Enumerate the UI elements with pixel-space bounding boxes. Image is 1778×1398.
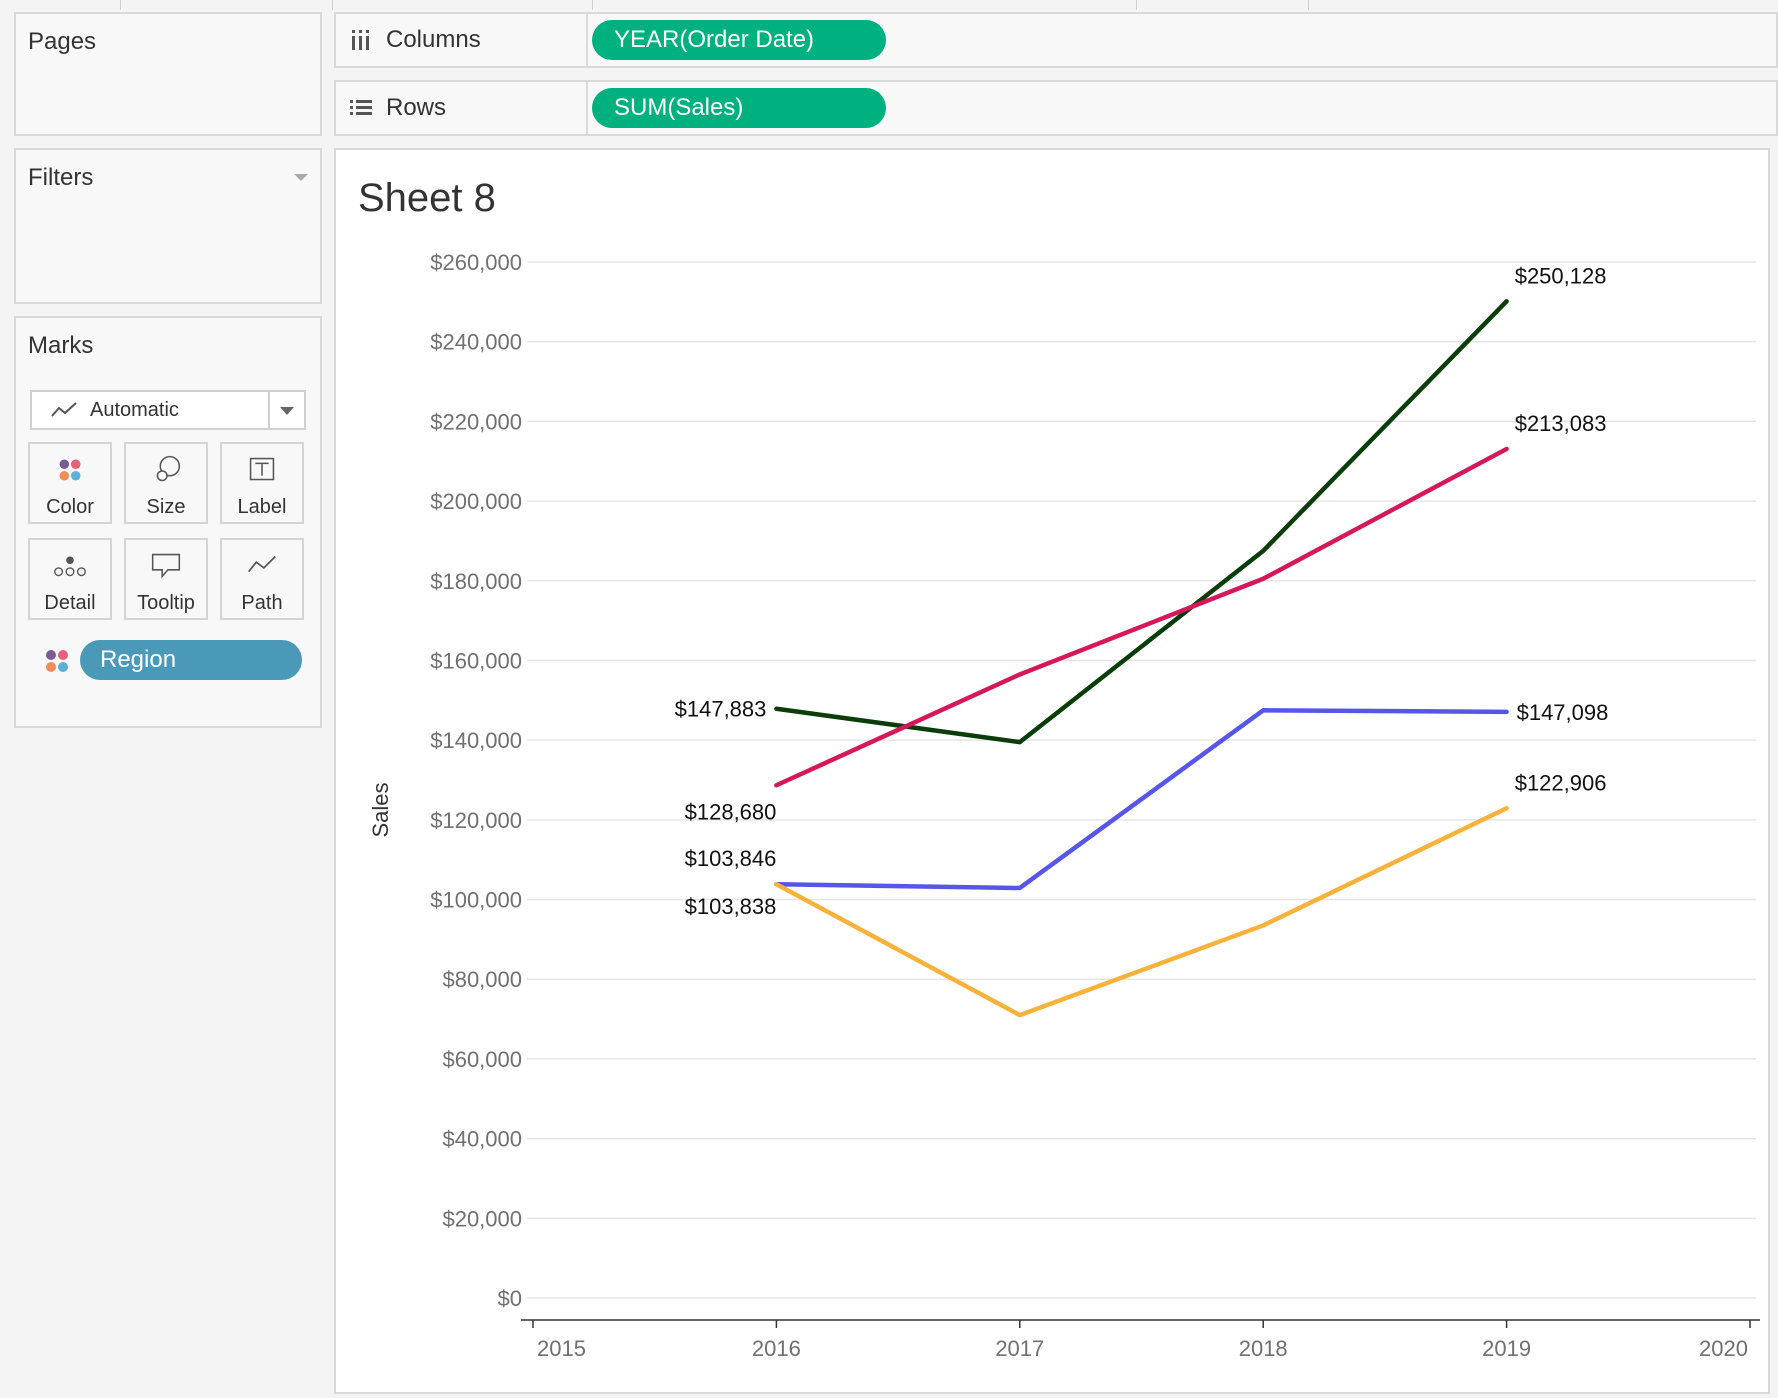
pages-card[interactable]: Pages: [14, 12, 322, 136]
rows-icon: [350, 100, 372, 115]
mark-type-label: Automatic: [90, 399, 179, 421]
path-label: Path: [241, 592, 283, 614]
view-area[interactable]: Sheet 8 $0 $20,000 $40,000 $60,000 $80,000 $1…: [334, 148, 1770, 1394]
data-label: $103,846: [685, 846, 777, 871]
mark-type-dropdown[interactable]: Automatic: [30, 390, 306, 430]
strip-divider: [1136, 0, 1137, 10]
y-tick-label: $240,000: [430, 330, 522, 355]
region-pill[interactable]: Region: [80, 640, 302, 680]
line-chart: $0 $20,000 $40,000 $60,000 $80,000 $100,000 $1…: [368, 250, 1760, 1361]
y-tick-label: $20,000: [442, 1206, 522, 1231]
data-label: $122,906: [1515, 770, 1607, 795]
series-dark-green-line: [774, 299, 1509, 745]
series-orange-line: [774, 806, 1509, 1018]
sum-sales-pill[interactable]: SUM(Sales): [592, 88, 886, 128]
size-label: Size: [146, 496, 186, 518]
detail-button[interactable]: Detail: [28, 538, 112, 620]
x-tick-label: 2018: [1239, 1336, 1288, 1361]
y-tick-label: $40,000: [442, 1127, 522, 1152]
x-tick-label: 2015: [537, 1336, 586, 1361]
data-label: $128,680: [685, 799, 777, 824]
columns-label-area: Columns: [336, 14, 588, 66]
data-label: $147,883: [675, 697, 767, 722]
series-blue-line: [774, 708, 1509, 891]
strip-divider: [120, 0, 121, 10]
color-dots-icon: [59, 459, 81, 481]
y-tick-label: $220,000: [430, 409, 522, 434]
label-icon: [249, 457, 275, 481]
color-dots-icon: [46, 650, 68, 672]
y-tick-label: $120,000: [430, 808, 522, 833]
x-tick-label: 2016: [752, 1336, 801, 1361]
data-label: $147,098: [1517, 700, 1609, 725]
x-tick-label: 2017: [995, 1336, 1044, 1361]
columns-icon: [352, 30, 369, 50]
data-label: $250,128: [1515, 263, 1607, 288]
y-tick-label: $140,000: [430, 728, 522, 753]
filters-menu-icon[interactable]: [294, 174, 308, 181]
tooltip-icon: [151, 553, 181, 579]
detail-label: Detail: [44, 592, 96, 614]
y-tick-label: $180,000: [430, 569, 522, 594]
columns-shelf[interactable]: Columns YEAR(Order Date): [334, 12, 1778, 68]
data-label: $213,083: [1515, 411, 1607, 436]
marks-card: Marks Automatic Color Size Label: [14, 316, 322, 728]
year-order-date-pill[interactable]: YEAR(Order Date): [592, 20, 886, 60]
y-axis-title: Sales: [368, 782, 393, 837]
y-tick-label: $200,000: [430, 489, 522, 514]
pages-title: Pages: [28, 28, 97, 55]
x-tick-label: 2020: [1699, 1336, 1748, 1361]
x-tick-label: 2019: [1482, 1336, 1531, 1361]
dropdown-separator: [268, 392, 270, 428]
series-crimson-line: [774, 446, 1509, 788]
size-icon: [156, 455, 181, 482]
data-label: $103,838: [685, 894, 777, 919]
columns-label: Columns: [386, 26, 481, 53]
sheet-title: Sheet 8: [358, 176, 496, 220]
path-button[interactable]: Path: [220, 538, 304, 620]
detail-icon: [54, 556, 86, 577]
y-tick-label: $0: [498, 1286, 522, 1311]
size-button[interactable]: Size: [124, 442, 208, 524]
y-tick-label: $100,000: [430, 888, 522, 913]
line-chart-icon: [51, 402, 77, 417]
filters-card[interactable]: Filters: [14, 148, 322, 304]
y-tick-label: $160,000: [430, 648, 522, 673]
rows-shelf[interactable]: Rows SUM(Sales): [334, 80, 1778, 136]
color-label: Color: [46, 496, 94, 518]
tooltip-button[interactable]: Tooltip: [124, 538, 208, 620]
label-label: Label: [237, 496, 287, 518]
rows-label: Rows: [386, 94, 447, 121]
y-tick-label: $260,000: [430, 250, 522, 275]
strip-divider: [332, 0, 333, 10]
chevron-down-icon[interactable]: [280, 407, 294, 415]
y-tick-label: $80,000: [442, 967, 522, 992]
color-button[interactable]: Color: [28, 442, 112, 524]
y-tick-label: $60,000: [442, 1047, 522, 1072]
top-strip: [0, 0, 1778, 12]
filters-title: Filters: [28, 164, 94, 191]
label-button[interactable]: Label: [220, 442, 304, 524]
strip-divider: [592, 0, 593, 10]
rows-label-area: Rows: [336, 82, 588, 134]
strip-divider: [1308, 0, 1309, 10]
marks-title: Marks: [28, 332, 94, 359]
path-icon: [247, 555, 276, 573]
tooltip-label: Tooltip: [137, 592, 195, 614]
